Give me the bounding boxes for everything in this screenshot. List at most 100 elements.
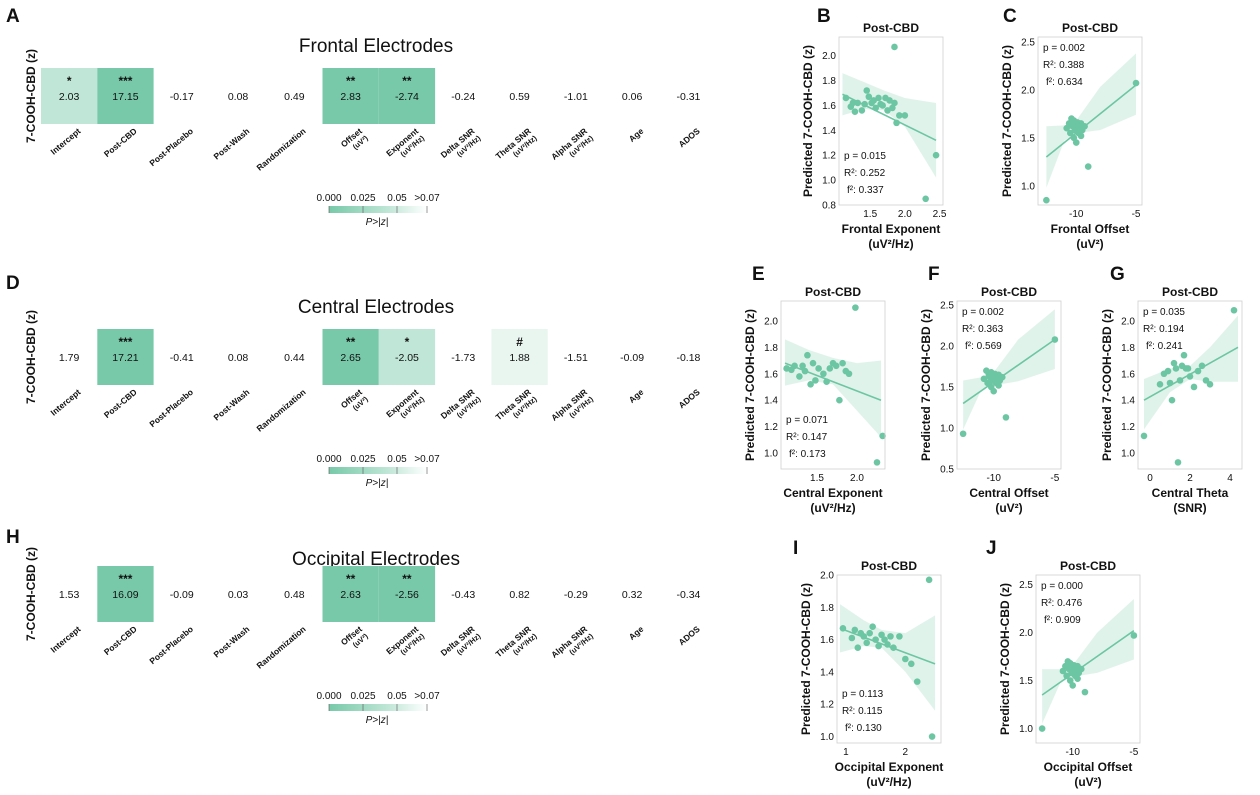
data-point xyxy=(875,94,882,102)
data-point xyxy=(1072,139,1080,146)
y-tick-label: 1.5 xyxy=(940,383,954,394)
data-point xyxy=(1063,672,1070,680)
cell-value: -0.24 xyxy=(451,91,475,103)
scatter-title: Post-CBD xyxy=(805,285,861,299)
heatmap-cell xyxy=(41,68,98,124)
scatter-I: Post-CBD 1.0 1.2 1.4 1.6 1.8 2.0 1 2 Occipital Ex… xyxy=(799,559,943,789)
plot-frame xyxy=(836,574,942,744)
y-tick-label: 1.8 xyxy=(820,603,834,614)
data-point xyxy=(826,365,834,372)
column-label: Delta SNR(uV²/Hz) xyxy=(439,126,483,167)
significance-mark: ** xyxy=(402,572,412,586)
y-tick-label: 1.6 xyxy=(764,369,778,380)
panel-letter: B xyxy=(817,6,831,27)
data-point xyxy=(796,373,803,380)
y-axis-label: Predicted 7-COOH-CBD (z) xyxy=(919,309,933,461)
y-tick-label: 2.5 xyxy=(1019,580,1033,591)
column-label: Post-CBD xyxy=(102,126,139,159)
cell-value: -0.18 xyxy=(676,352,700,364)
data-point xyxy=(1051,336,1059,343)
data-point xyxy=(1202,377,1210,384)
panel-letter: C xyxy=(1003,6,1017,27)
column-label: Intercept xyxy=(49,126,83,157)
cell-value: -0.09 xyxy=(170,589,194,601)
data-point xyxy=(1077,132,1085,140)
x-tick-label: 2.0 xyxy=(898,209,912,220)
significance-mark: # xyxy=(516,335,523,349)
x-tick-label: -5 xyxy=(1132,209,1141,220)
cell-value: -1.73 xyxy=(451,352,475,364)
stat-text: R²: 0.115 xyxy=(842,706,883,717)
significance-mark: *** xyxy=(118,335,132,349)
data-point xyxy=(1140,432,1148,440)
data-point xyxy=(1168,396,1176,404)
significance-mark: * xyxy=(405,335,410,349)
colorbar-tick: 0.025 xyxy=(350,691,375,702)
stat-text: f²: 0.569 xyxy=(965,341,1002,352)
data-point xyxy=(990,387,998,395)
x-tick-label: 2 xyxy=(903,747,909,758)
y-tick-label: 2.0 xyxy=(1021,85,1035,96)
data-point xyxy=(848,634,856,642)
data-point xyxy=(869,623,876,630)
column-label: Post-Wash xyxy=(212,624,252,660)
x-axis-unit: (uV²) xyxy=(995,501,1022,515)
cell-value: 17.21 xyxy=(112,352,138,364)
column-label: Offset(uV²) xyxy=(339,126,370,157)
cell-value: 1.79 xyxy=(59,352,80,364)
x-tick-label: 1.5 xyxy=(810,473,824,484)
column-label: Alpha SNR(uV²/Hz) xyxy=(549,387,595,430)
y-tick-label: 2.0 xyxy=(940,342,954,353)
column-label: Exponent(uV²/Hz) xyxy=(384,126,426,166)
colorbar-tick: 0.000 xyxy=(316,454,341,465)
colorbar-tick: 0.000 xyxy=(316,691,341,702)
column-label: Alpha SNR(uV²/Hz) xyxy=(549,624,595,667)
column-label: Age xyxy=(627,624,646,642)
y-tick-label: 1.2 xyxy=(1121,422,1135,433)
column-label: Offset(uV²) xyxy=(339,387,370,418)
cell-value: 2.63 xyxy=(340,589,361,601)
x-axis-unit: (uV²) xyxy=(1074,775,1101,789)
y-axis-label: Predicted 7-COOH-CBD (z) xyxy=(998,583,1012,735)
y-tick-label: 1.4 xyxy=(1121,396,1135,407)
colorbar: 0.000 0.025 0.05 >0.07 P>|z| xyxy=(316,691,440,726)
stat-text: R²: 0.252 xyxy=(844,168,886,179)
column-label: Theta SNR(uV²/Hz) xyxy=(493,387,539,430)
data-point xyxy=(873,459,881,466)
column-label: ADOS xyxy=(676,624,701,648)
data-point xyxy=(928,733,936,740)
panel-letter: I xyxy=(793,538,798,559)
column-label: Delta SNR(uV²/Hz) xyxy=(439,624,483,665)
cell-value: 0.48 xyxy=(284,589,305,601)
data-point xyxy=(891,99,898,107)
y-axis-label: Predicted 7-COOH-CBD (z) xyxy=(743,309,757,461)
confidence-band xyxy=(1042,599,1134,724)
cell-value: -0.31 xyxy=(676,91,700,103)
column-label: Exponent(uV²/Hz) xyxy=(384,624,426,664)
column-label: Randomization xyxy=(255,387,308,434)
regression-line xyxy=(1045,84,1137,158)
data-point xyxy=(891,43,898,51)
y-tick-label: 2.0 xyxy=(1019,628,1033,639)
column-label: Age xyxy=(627,126,646,144)
y-tick-label: 2.0 xyxy=(764,316,778,327)
data-point xyxy=(839,625,847,632)
data-point xyxy=(839,359,846,367)
y-axis-label: Predicted 7-COOH-CBD (z) xyxy=(1100,309,1114,461)
colorbar-gradient xyxy=(329,704,427,711)
x-tick-label: 2.0 xyxy=(850,473,864,484)
panel-letter: H xyxy=(6,527,20,548)
x-axis-label: Central Exponent xyxy=(783,486,882,500)
column-label: Post-Placebo xyxy=(147,624,195,666)
data-point xyxy=(896,633,903,640)
heatmap-cell xyxy=(491,329,548,385)
x-axis-unit: (SNR) xyxy=(1173,501,1206,515)
stat-text: f²: 0.130 xyxy=(845,723,882,734)
data-point xyxy=(791,362,798,370)
cell-value: 0.06 xyxy=(622,91,643,103)
panel-letter: D xyxy=(6,273,20,294)
data-point xyxy=(851,108,859,115)
heatmap-ylabel: 7-COOH-CBD (z) xyxy=(24,310,38,404)
